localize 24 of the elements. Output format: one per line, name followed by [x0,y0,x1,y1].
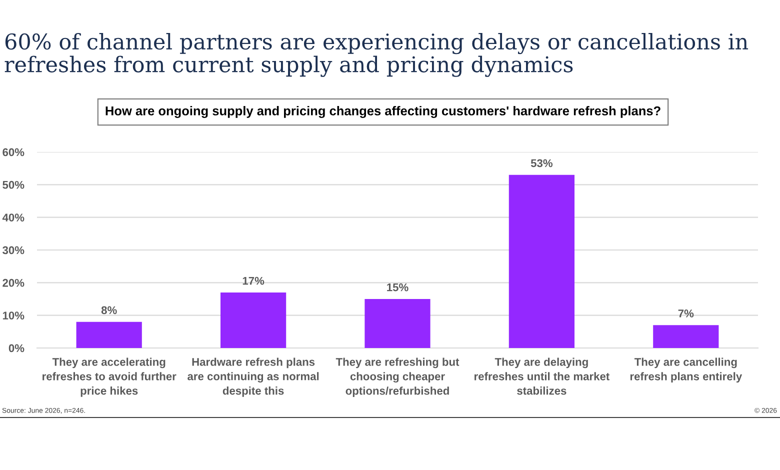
data-label: 7% [678,310,694,318]
y-tick-label: 60% [2,148,24,156]
chart-title: 60% of channel partners are experiencing delays or cancellations in refreshes from current supply and pricing dynamics [4,33,748,77]
x-tick-label: Hardware refresh plans are continuing as normal despite this [188,358,319,397]
chart-subtitle: How are ongoing supply and pricing changes affecting customers' hardware refresh plans? [106,106,660,118]
bar [508,174,575,348]
data-label: 15% [387,283,408,292]
data-label: 8% [101,306,117,314]
x-tick-label: They are delaying refreshes until the market stabilizes [474,358,610,395]
x-tick-label: They are cancelling refresh plans entirely [630,358,742,383]
x-tick-label: They are refreshing but choosing cheaper options/refurbished [336,358,460,397]
y-tick-label: 40% [2,214,24,222]
bar [76,322,142,348]
bar [364,299,430,348]
data-label: 53% [530,159,553,168]
y-tick-label: 0% [8,344,24,352]
y-tick-label: 10% [2,312,24,320]
y-tick-label: 30% [2,246,24,254]
bar [220,292,286,348]
y-tick-label: 50% [2,180,24,189]
x-tick-label: They are accelerating refreshes to avoid further price hikes [42,358,176,397]
y-tick-label: 20% [2,278,24,287]
bar [653,325,719,348]
data-label: 17% [242,276,264,285]
